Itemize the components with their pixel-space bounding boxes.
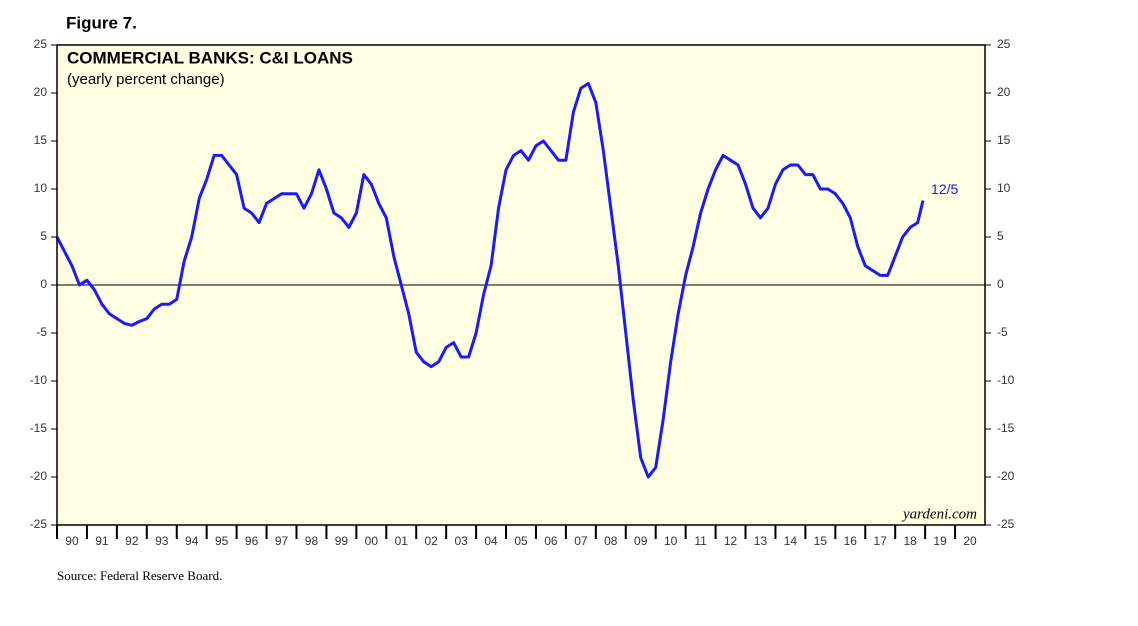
- x-tick-label: 19: [933, 534, 947, 548]
- y2-tick-label: -25: [997, 517, 1015, 531]
- chart-subtitle: (yearly percent change): [67, 71, 225, 88]
- x-tick-label: 20: [963, 534, 977, 548]
- y-tick-label: 0: [40, 277, 47, 291]
- y2-tick-label: -5: [997, 325, 1008, 339]
- chart-title: COMMERCIAL BANKS: C&I LOANS: [67, 48, 353, 67]
- x-tick-label: 13: [754, 534, 768, 548]
- plot-frame: [56, 44, 986, 526]
- y2-tick-label: 20: [997, 85, 1011, 99]
- x-tick-label: 11: [694, 534, 707, 548]
- y2-tick-label: -20: [997, 469, 1015, 483]
- y-tick-label: 15: [34, 133, 48, 147]
- y-tick-label: -25: [30, 517, 48, 531]
- x-tick-label: 08: [604, 534, 618, 548]
- y-tick-label: 25: [34, 37, 48, 51]
- x-tick-label: 97: [275, 534, 289, 548]
- y2-tick-label: 5: [997, 229, 1004, 243]
- x-tick-label: 92: [125, 534, 139, 548]
- x-tick-label: 03: [454, 534, 468, 548]
- x-tick-label: 90: [65, 534, 79, 548]
- end-annotation: 12/5: [931, 181, 958, 197]
- y2-tick-label: 0: [997, 277, 1004, 291]
- x-tick-label: 15: [814, 534, 828, 548]
- y-tick-label: 10: [34, 181, 48, 195]
- x-tick-label: 10: [664, 534, 678, 548]
- x-tick-label: 07: [574, 534, 588, 548]
- x-tick-label: 99: [335, 534, 349, 548]
- y2-tick-label: -15: [997, 421, 1015, 435]
- x-tick-label: 04: [484, 534, 498, 548]
- source-note: Source: Federal Reserve Board.: [57, 568, 222, 583]
- x-tick-label: 95: [215, 534, 229, 548]
- x-tick-label: 16: [844, 534, 858, 548]
- y2-tick-label: 10: [997, 181, 1011, 195]
- y-tick-label: 5: [40, 229, 47, 243]
- x-tick-label: 17: [874, 534, 888, 548]
- x-tick-label: 01: [395, 534, 409, 548]
- y-tick-label: -15: [30, 421, 48, 435]
- watermark: yardeni.com: [901, 506, 977, 522]
- x-tick-label: 18: [903, 534, 917, 548]
- x-tick-label: 06: [544, 534, 558, 548]
- data-line: [55, 81, 925, 479]
- y2-tick-label: 15: [997, 133, 1011, 147]
- x-tick-label: 05: [514, 534, 528, 548]
- x-tick-label: 98: [305, 534, 319, 548]
- x-tick-label: 93: [155, 534, 169, 548]
- x-tick-label: 94: [185, 534, 199, 548]
- y2-tick-label: -10: [997, 373, 1015, 387]
- y-tick-label: -5: [36, 325, 47, 339]
- x-tick-label: 14: [784, 534, 798, 548]
- figure-label: Figure 7.: [66, 13, 137, 32]
- x-tick-label: 96: [245, 534, 259, 548]
- x-tick-label: 91: [95, 534, 109, 548]
- y-tick-label: -20: [30, 469, 48, 483]
- x-tick-label: 02: [425, 534, 439, 548]
- y2-tick-label: 25: [997, 37, 1011, 51]
- y-tick-label: -10: [30, 373, 48, 387]
- x-tick-label: 09: [634, 534, 648, 548]
- x-tick-label: 00: [365, 534, 379, 548]
- x-tick-label: 12: [724, 534, 738, 548]
- y-tick-label: 20: [34, 85, 48, 99]
